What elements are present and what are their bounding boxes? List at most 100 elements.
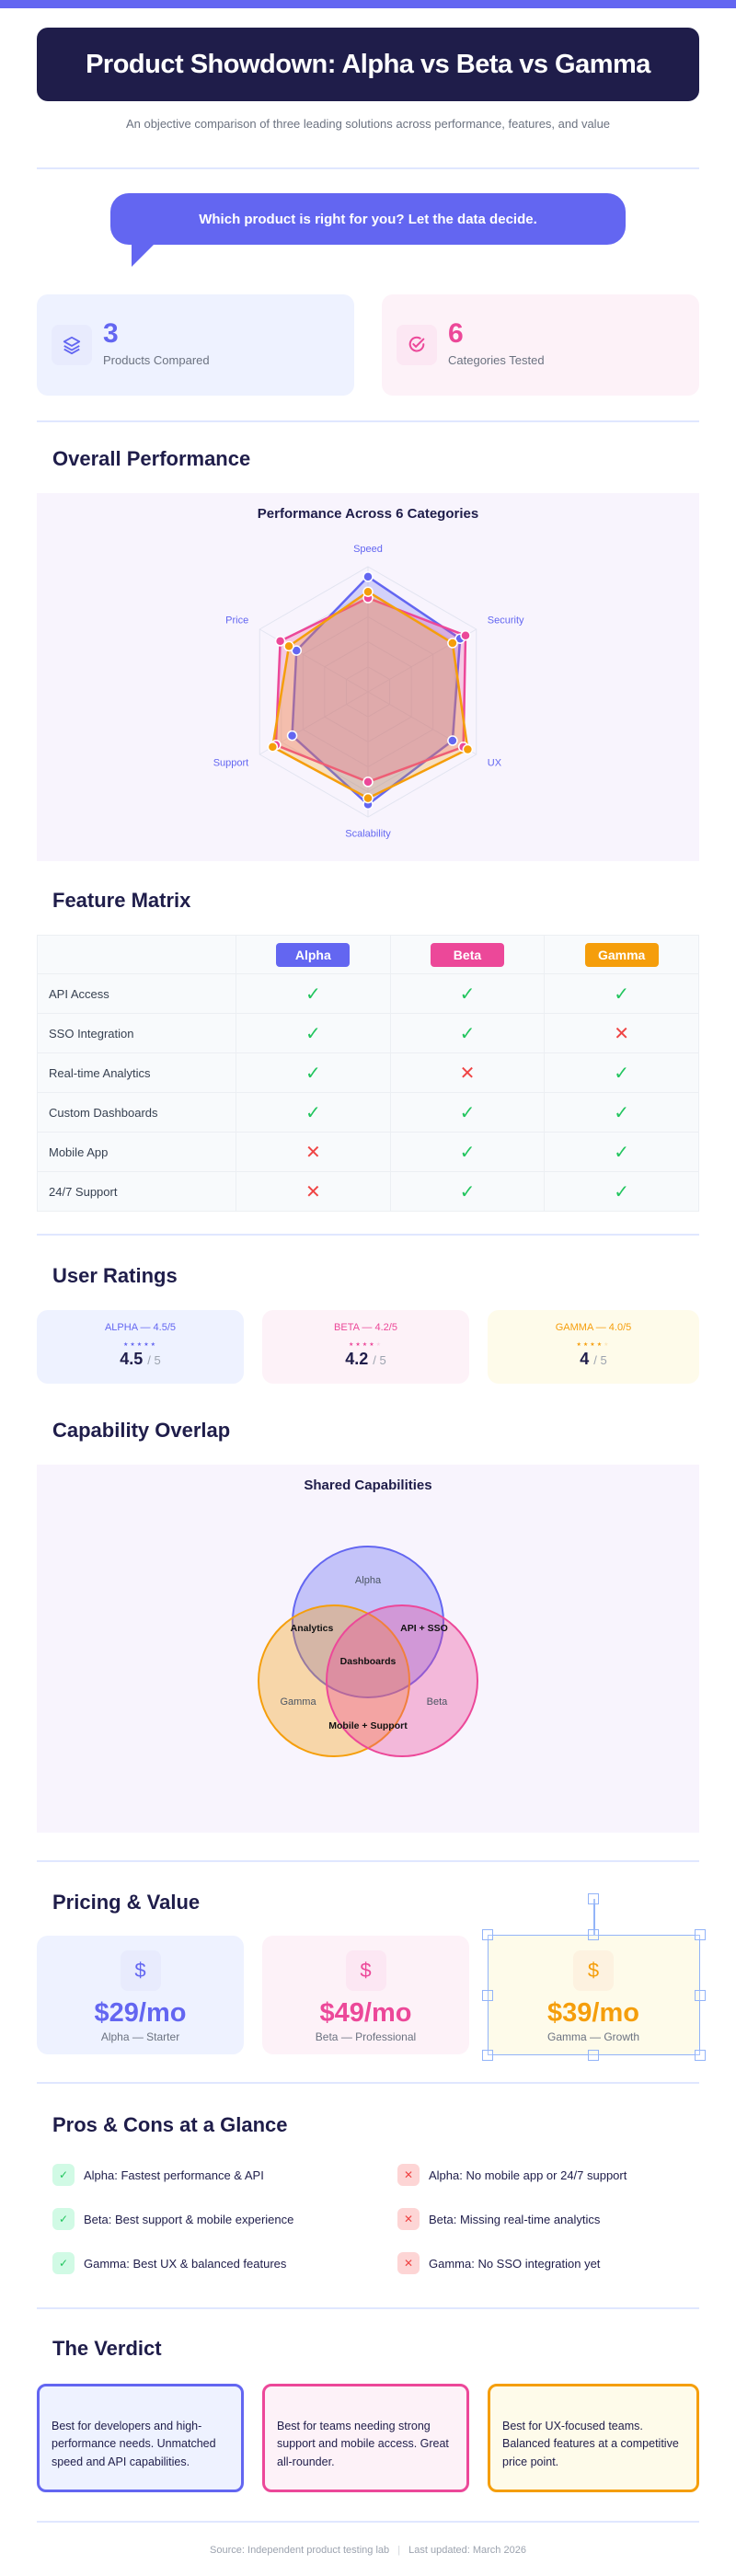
divider [37, 2082, 699, 2084]
star-rating: ★★★★★ [262, 1341, 469, 1348]
star-icon: ★ [582, 1342, 591, 1348]
cross-icon: ✕ [397, 2208, 420, 2230]
check-circle-icon [397, 325, 437, 365]
section-heading-verdict: The Verdict [52, 2337, 162, 2360]
radar-point-beta [274, 636, 286, 647]
selection-outline[interactable] [488, 1935, 700, 2055]
resize-handle-ne[interactable] [695, 1929, 706, 1940]
check-icon: ✓ [236, 1013, 391, 1053]
check-icon: ✓ [236, 1052, 391, 1093]
top-accent-bar [0, 0, 736, 8]
radar-point-beta [460, 630, 471, 641]
rating-card: GAMMA — 4.0/5 ★★★★★ 4 / 5 [488, 1310, 699, 1384]
feature-name: SSO Integration [37, 1013, 236, 1053]
check-icon: ✓ [544, 1132, 699, 1172]
star-icon: ★ [123, 1342, 131, 1348]
divider [37, 420, 699, 422]
star-icon: ★ [349, 1342, 356, 1348]
resize-handle-n[interactable] [588, 1929, 599, 1940]
resize-handle-nw[interactable] [482, 1929, 493, 1940]
table-header-row: Alpha Beta Gamma [37, 935, 699, 974]
rating-out-of: / 5 [147, 1353, 161, 1367]
radar-point-gamma [362, 586, 374, 597]
header-gamma: Gamma [544, 935, 699, 974]
pricing-card[interactable]: $ $39/mo Gamma — Growth [488, 1936, 699, 2054]
page-subtitle: An objective comparison of three leading… [125, 117, 611, 131]
feature-name: Custom Dashboards [37, 1092, 236, 1133]
check-icon: ✓ [544, 1171, 699, 1212]
feature-name: API Access [37, 973, 236, 1014]
resize-handle-w[interactable] [482, 1990, 493, 2001]
check-icon: ✓ [52, 2208, 75, 2230]
cross-icon: ✕ [544, 1013, 699, 1053]
rating-label: GAMMA — 4.0/5 [555, 1322, 632, 1333]
check-icon: ✓ [544, 1092, 699, 1133]
verdict-text: Best for developers and high-performance… [52, 2419, 216, 2468]
rating-out-of: / 5 [593, 1353, 607, 1367]
plan-name: Gamma — Growth [546, 2030, 640, 2043]
venn-region-mobile-support: Mobile + Support [328, 1720, 408, 1731]
rating-value-row: 4 / 5 [488, 1350, 699, 1369]
star-icon: ★ [136, 1342, 144, 1348]
con-item: ✕ Alpha: No mobile app or 24/7 support [397, 2164, 627, 2186]
radar-point-gamma [267, 742, 279, 753]
header-empty [37, 935, 236, 974]
rating-value: 4 [580, 1350, 590, 1368]
check-icon: ✓ [389, 973, 546, 1014]
star-icon: ★ [144, 1342, 151, 1348]
resize-handle-se[interactable] [695, 2050, 706, 2061]
venn-circle-gamma [258, 1604, 410, 1757]
footer-updated: Last updated: March 2026 [408, 2545, 526, 2556]
check-icon: ✓ [389, 1132, 546, 1172]
pricing-card[interactable]: $ $49/mo Beta — Professional [262, 1936, 469, 2054]
radar-point-alpha [291, 645, 303, 656]
header-beta: Beta [389, 935, 546, 974]
callout-tail [132, 244, 155, 267]
venn-label-beta: Beta [427, 1696, 449, 1708]
plan-name: Beta — Professional [315, 2030, 417, 2043]
star-icon: ★ [355, 1342, 362, 1348]
check-icon: ✓ [544, 973, 699, 1014]
table-row: API Access ✓ ✓ ✓ [37, 973, 699, 1014]
venn-panel [37, 1465, 699, 1833]
rotate-handle[interactable] [588, 1893, 599, 1904]
radar-axis-label: Security [488, 615, 524, 626]
radar-axis-label: Support [213, 757, 249, 768]
feature-name: 24/7 Support [37, 1171, 236, 1212]
radar-chart: Speed Security UX Scalability Support Price [213, 544, 524, 840]
resize-handle-sw[interactable] [482, 2050, 493, 2061]
rating-label: BETA — 4.2/5 [334, 1322, 397, 1333]
radar-point-alpha [362, 571, 374, 582]
radar-point-beta [362, 776, 374, 788]
rating-value: 4.2 [345, 1350, 369, 1368]
check-icon: ✓ [236, 1092, 391, 1133]
pro-text: Gamma: Best UX & balanced features [84, 2256, 287, 2271]
verdict-card: Best for developers and high-performance… [37, 2384, 244, 2492]
plan-name: Alpha — Starter [100, 2030, 180, 2043]
star-icon: ★ [150, 1342, 157, 1348]
star-icon: ★ [604, 1342, 611, 1348]
check-icon: ✓ [389, 1171, 546, 1212]
section-heading-pros-cons: Pros & Cons at a Glance [52, 2113, 288, 2136]
pro-item: ✓ Gamma: Best UX & balanced features [52, 2252, 286, 2274]
radar-axis [367, 691, 477, 755]
table-row: Real-time Analytics ✓ ✕ ✓ [37, 1052, 699, 1093]
pro-item: ✓ Alpha: Fastest performance & API [52, 2164, 264, 2186]
resize-handle-s[interactable] [588, 2050, 599, 2061]
pricing-card[interactable]: $ $29/mo Alpha — Starter [37, 1936, 244, 2054]
footer-source: Source: Independent product testing lab [210, 2545, 390, 2556]
dollar-icon: $ [345, 1950, 386, 1991]
section-heading-features: Feature Matrix [52, 889, 191, 912]
star-icon: ★ [375, 1342, 383, 1348]
rotate-handle-stem [593, 1899, 595, 1936]
layers-icon [52, 325, 92, 365]
venn-region-api-sso: API + SSO [400, 1623, 448, 1634]
cross-icon: ✕ [236, 1171, 391, 1212]
resize-handle-e[interactable] [695, 1990, 706, 2001]
divider [37, 2307, 699, 2309]
star-rating: ★★★★★ [37, 1341, 244, 1348]
rating-card: ALPHA — 4.5/5 ★★★★★ 4.5 / 5 [37, 1310, 244, 1384]
pro-text: Alpha: Fastest performance & API [84, 2168, 264, 2182]
section-heading-pricing: Pricing & Value [52, 1891, 201, 1914]
cross-icon: ✕ [236, 1132, 391, 1172]
